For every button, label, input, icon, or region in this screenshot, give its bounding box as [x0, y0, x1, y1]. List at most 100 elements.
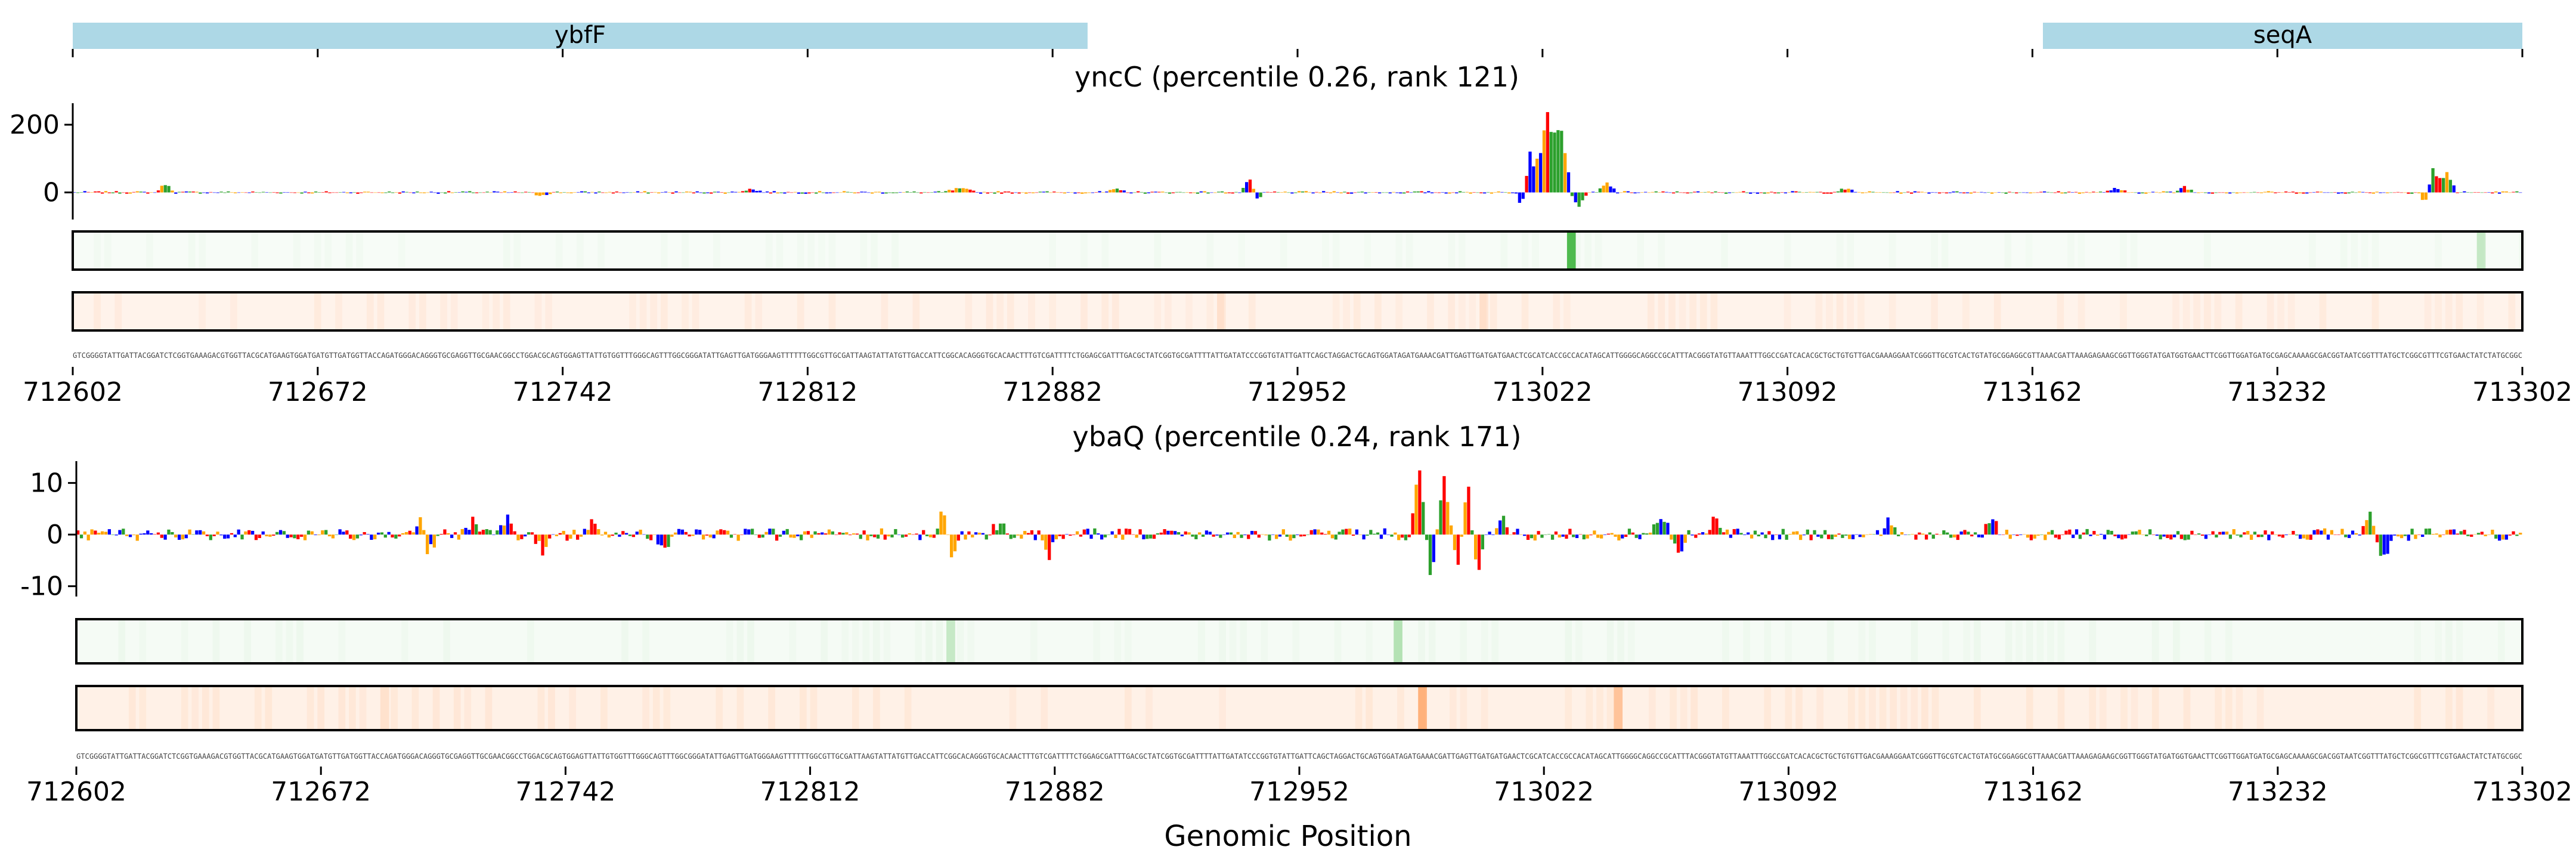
logo-letter-A [713, 191, 717, 193]
green-cell [1238, 231, 1245, 270]
logo-letter-C [226, 534, 230, 539]
orange-cell [1563, 292, 1571, 330]
logo-letter-C [2504, 534, 2508, 540]
green-cell [642, 619, 649, 663]
logo-letter-A [894, 529, 897, 535]
logo-letter-G [1283, 191, 1287, 193]
logo-letter-A [984, 534, 988, 540]
logo-letter-A [1942, 530, 1946, 535]
logo-letter-G [104, 532, 108, 535]
green-cell [2414, 619, 2421, 663]
y-tick-label: 0 [43, 178, 60, 208]
logo-letter-G [2494, 191, 2498, 193]
logo-letter-G [1862, 534, 1865, 537]
logo-letter-A [993, 192, 996, 194]
logo-letter-A [1550, 534, 1555, 540]
orange-cell [1606, 686, 1614, 730]
logo-letter-A [1739, 533, 1743, 535]
orange-cell [1722, 686, 1729, 730]
logo-letter-G [1990, 192, 1994, 194]
green-cell [1459, 231, 1466, 270]
logo-letter-T [1732, 529, 1736, 535]
logo-letter-A [527, 191, 531, 193]
logo-letter-A [646, 192, 650, 194]
logo-letter-T [1231, 192, 1234, 194]
logo-letter-C [304, 191, 307, 193]
green-cell [726, 619, 733, 663]
logo-letter-T [2106, 190, 2109, 193]
logo-letter-G [590, 191, 594, 193]
logo-letter-A [1928, 532, 1932, 535]
logo-letter-G [1041, 534, 1044, 540]
logo-letter-C [1875, 530, 1880, 535]
green-cell [1280, 231, 1287, 270]
logo-letter-G [946, 534, 950, 535]
logo-letter-G [502, 526, 506, 535]
logo-letter-C [1736, 529, 1739, 535]
logo-letter-T [1374, 192, 1378, 193]
orange-cell [2193, 292, 2201, 330]
y-tick-label: 0 [47, 520, 63, 550]
logo-letter-G [971, 534, 974, 537]
logo-letter-G [736, 534, 740, 541]
logo-letter-C [797, 192, 801, 194]
logo-letter-G [2330, 530, 2333, 535]
logo-letter-T [76, 530, 80, 535]
orange-cell [768, 686, 775, 730]
logo-letter-C [2127, 534, 2131, 535]
logo-letter-T [398, 534, 401, 537]
logo-letter-T [992, 524, 995, 535]
orange-cell [419, 292, 426, 330]
logo-letter-T [838, 532, 841, 535]
logo-letter-C [2386, 534, 2389, 554]
logo-letter-G [160, 186, 163, 193]
logo-letter-C [1042, 191, 1045, 193]
logo-letter-T [2316, 529, 2320, 535]
logo-letter-C [2312, 191, 2316, 193]
logo-letter-G [1203, 191, 1206, 193]
logo-letter-G [1558, 534, 1561, 538]
logo-letter-T [2061, 534, 2064, 535]
logo-letter-G [2414, 534, 2417, 539]
logo-letter-G [1463, 502, 1467, 535]
green-cell [661, 231, 668, 270]
logo-letter-C [1432, 534, 1435, 563]
orange-cell [2215, 686, 2222, 730]
orange-cell [1481, 686, 1488, 730]
logo-letter-A [1178, 191, 1182, 193]
logo-letter-A [846, 191, 850, 193]
logo-letter-G [1969, 192, 1973, 194]
green-cell [737, 619, 744, 663]
logo-letter-T [684, 532, 688, 535]
logo-letter-G [853, 192, 856, 194]
logo-letter-T [720, 192, 723, 193]
logo-letter-A [859, 534, 862, 539]
x-tick-label: 713022 [1494, 777, 1594, 807]
logo-letter-T [915, 533, 918, 535]
logo-letter-A [2134, 531, 2138, 535]
logo-letter-T [575, 534, 580, 540]
orange-cell [1649, 686, 1656, 730]
logo-letter-G [419, 517, 422, 535]
logo-letter-C [796, 534, 800, 537]
green-cell [621, 619, 628, 663]
green-cell [2005, 619, 2012, 663]
logo-letter-G [866, 534, 869, 540]
orange-cell [453, 686, 461, 730]
orange-cell [1458, 292, 1466, 330]
logo-letter-T [2438, 178, 2442, 193]
logo-letter-C [1518, 192, 1522, 203]
logo-letter-C [783, 192, 787, 194]
logo-letter-T [1963, 530, 1967, 535]
logo-letter-T [1170, 530, 1174, 535]
logo-letter-C [1262, 191, 1266, 193]
logo-letter-C [387, 532, 391, 535]
logo-letter-G [803, 531, 807, 535]
logo-letter-A [2466, 192, 2470, 193]
logo-letter-T [988, 534, 992, 536]
gene-label-seqA: seqA [2253, 21, 2312, 49]
logo-letter-G [1868, 191, 1871, 193]
green-cell [339, 619, 346, 663]
logo-letter-A [1804, 192, 1809, 193]
